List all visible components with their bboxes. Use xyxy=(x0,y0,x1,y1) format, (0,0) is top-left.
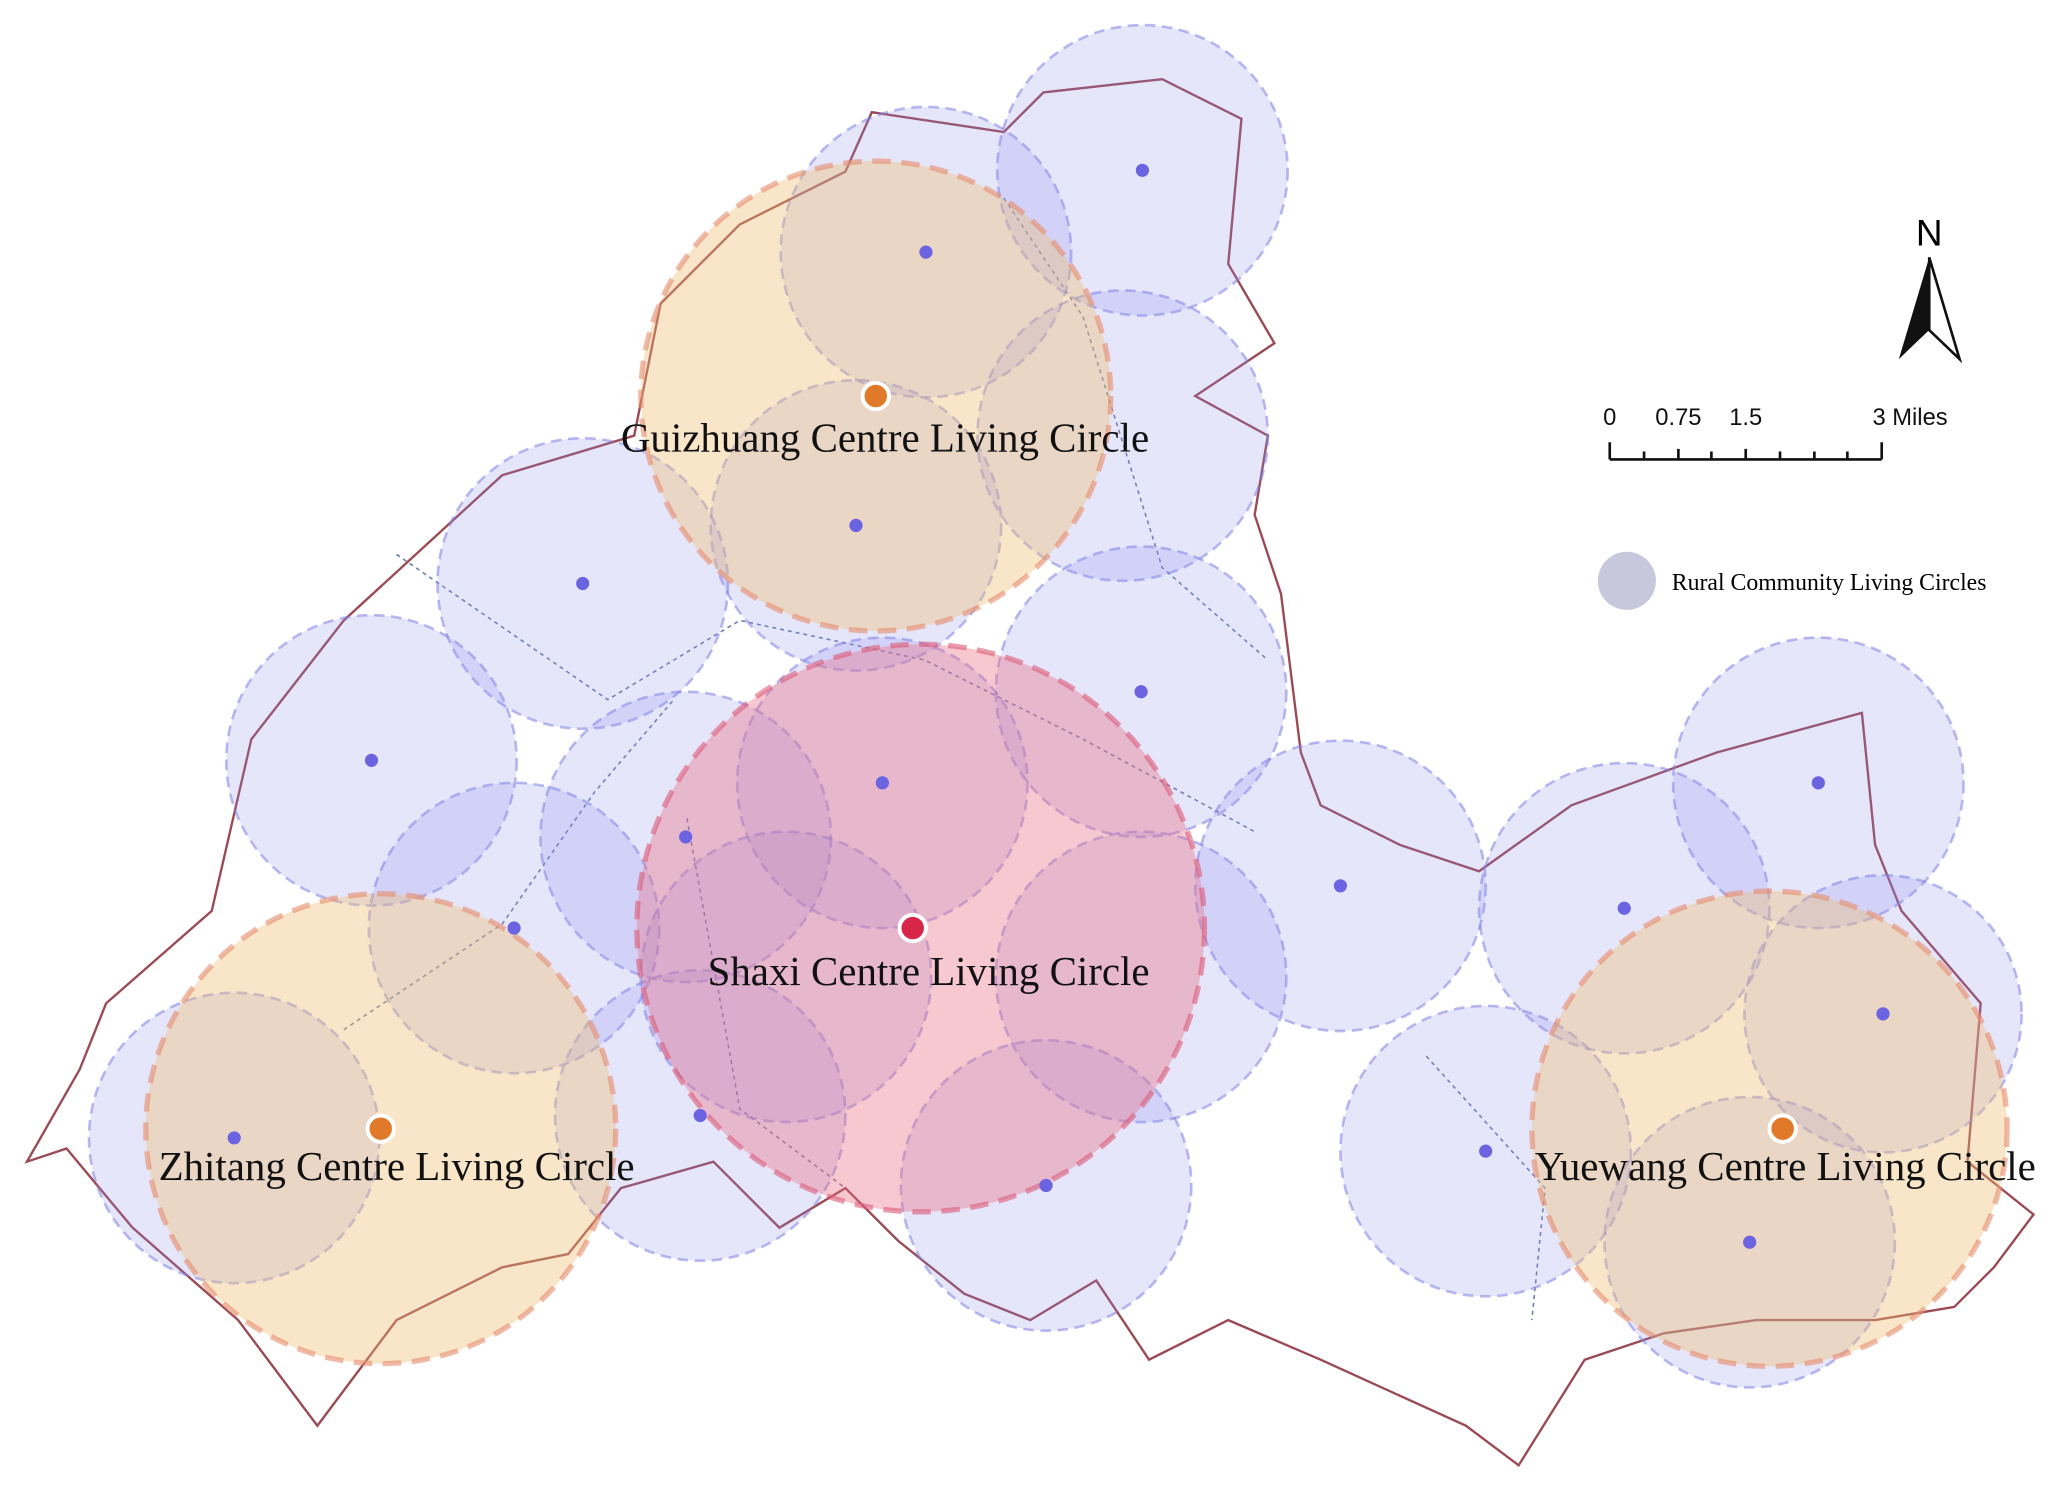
centre-label: Shaxi Centre Living Circle xyxy=(708,949,1150,994)
centre-label: Yuewang Centre Living Circle xyxy=(1535,1144,2036,1189)
centre-label: Zhitang Centre Living Circle xyxy=(159,1144,635,1189)
centre-label: Guizhuang Centre Living Circle xyxy=(621,415,1149,460)
centre-points xyxy=(365,380,1798,1144)
rural-points xyxy=(227,163,1890,1249)
scale-label: 3 Miles xyxy=(1872,404,1947,431)
north-label: N xyxy=(1916,213,1943,254)
legend-label: Rural Community Living Circles xyxy=(1672,570,1987,596)
scale-label: 0 xyxy=(1603,404,1616,431)
boundary xyxy=(24,77,2036,1468)
north-arrow: N xyxy=(1898,213,1963,364)
scale-label: 0.75 xyxy=(1655,404,1701,431)
scale-bar xyxy=(1608,442,1884,461)
internal-boundaries xyxy=(343,197,1546,1321)
legend-swatch xyxy=(1597,551,1656,610)
scale-label: 1.5 xyxy=(1729,404,1762,431)
